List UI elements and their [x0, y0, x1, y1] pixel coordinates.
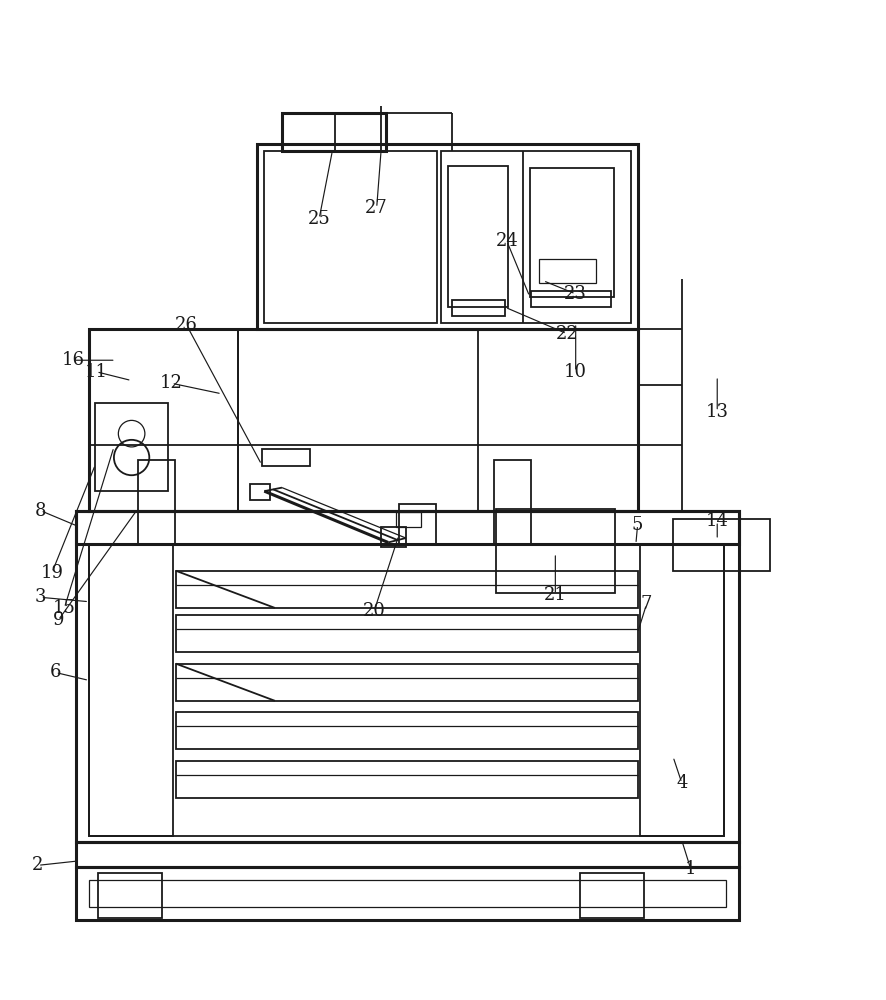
Text: 15: 15	[53, 599, 76, 617]
Text: 10: 10	[564, 363, 587, 381]
Text: 3: 3	[35, 588, 46, 606]
Bar	[89, 329, 237, 511]
Text: 27: 27	[365, 199, 388, 217]
Bar	[89, 329, 638, 511]
Bar	[76, 842, 739, 867]
Text: 22: 22	[556, 325, 579, 343]
Text: 20: 20	[362, 602, 385, 620]
Bar	[175, 571, 638, 608]
Bar	[532, 291, 611, 307]
Text: 26: 26	[175, 316, 198, 334]
Bar	[264, 151, 437, 323]
Bar	[478, 329, 638, 511]
Text: 6: 6	[50, 663, 61, 681]
Text: 12: 12	[160, 374, 183, 392]
Bar	[261, 449, 310, 466]
Bar	[89, 544, 725, 836]
Text: 25: 25	[307, 210, 330, 228]
Bar	[580, 873, 644, 918]
Text: 16: 16	[62, 351, 85, 369]
Bar	[89, 544, 173, 836]
Bar	[175, 761, 638, 798]
Bar	[96, 403, 167, 491]
Bar	[89, 880, 726, 907]
Text: 23: 23	[564, 285, 587, 303]
Bar	[441, 151, 632, 323]
Text: 5: 5	[632, 516, 643, 534]
Bar	[641, 544, 725, 836]
Bar	[76, 867, 739, 920]
Text: 7: 7	[641, 595, 652, 613]
Bar	[530, 168, 614, 297]
Bar	[175, 712, 638, 749]
Bar	[175, 664, 638, 701]
Bar	[673, 519, 770, 571]
Text: 13: 13	[706, 403, 728, 421]
Bar	[539, 259, 596, 283]
Text: 11: 11	[85, 363, 108, 381]
Text: 19: 19	[41, 564, 64, 582]
Bar	[494, 460, 532, 544]
Bar	[396, 512, 421, 527]
Bar	[98, 873, 161, 918]
Bar	[496, 509, 616, 593]
Bar	[257, 144, 638, 329]
Text: 8: 8	[35, 502, 46, 520]
Text: 1: 1	[685, 860, 696, 878]
Text: 4: 4	[676, 774, 688, 792]
Bar	[76, 511, 739, 544]
Text: 9: 9	[52, 611, 64, 629]
Bar	[76, 511, 739, 842]
Bar	[381, 527, 406, 547]
Bar	[282, 113, 386, 151]
Bar	[399, 504, 436, 544]
Text: 2: 2	[32, 856, 43, 874]
Text: 14: 14	[706, 512, 728, 530]
Bar	[452, 300, 505, 316]
Bar	[448, 166, 509, 307]
Bar	[138, 460, 175, 544]
Text: 21: 21	[544, 586, 567, 604]
Bar	[175, 615, 638, 652]
Text: 24: 24	[495, 232, 518, 250]
Bar	[250, 484, 269, 500]
